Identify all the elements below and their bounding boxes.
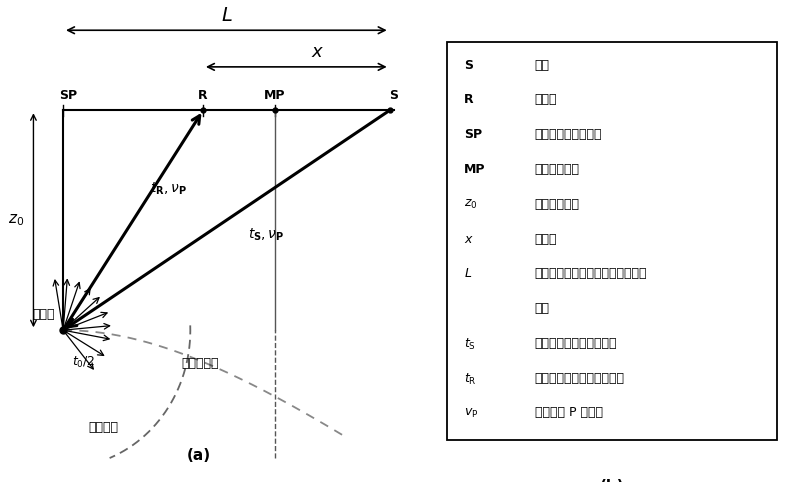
Text: R: R bbox=[464, 94, 474, 107]
Text: 接收点: 接收点 bbox=[534, 94, 557, 107]
Text: 震源到散射点的旅行时间: 震源到散射点的旅行时间 bbox=[534, 337, 617, 350]
Text: 地震散射 P 波速度: 地震散射 P 波速度 bbox=[534, 406, 602, 419]
Text: 距）: 距） bbox=[534, 302, 550, 315]
Text: SP: SP bbox=[464, 128, 482, 141]
Text: R: R bbox=[198, 89, 208, 102]
Text: MP: MP bbox=[464, 163, 486, 176]
Text: 散射点到接收点的旅行时间: 散射点到接收点的旅行时间 bbox=[534, 372, 625, 385]
Text: $t_\mathrm{R}$: $t_\mathrm{R}$ bbox=[464, 372, 477, 387]
Text: $x$: $x$ bbox=[464, 232, 474, 245]
Text: (b): (b) bbox=[600, 479, 624, 482]
Text: $z_0$: $z_0$ bbox=[464, 198, 478, 211]
Text: $L$: $L$ bbox=[221, 6, 232, 25]
Text: 炮点到散射点地面投影距离（炮散: 炮点到散射点地面投影距离（炮散 bbox=[534, 268, 647, 281]
Text: (a): (a) bbox=[186, 448, 211, 463]
Text: $z_0$: $z_0$ bbox=[8, 213, 25, 228]
Text: $t_\mathrm{S}$: $t_\mathrm{S}$ bbox=[464, 337, 476, 352]
Text: 散射双曲线: 散射双曲线 bbox=[182, 357, 219, 370]
Text: $v_\mathrm{P}$: $v_\mathrm{P}$ bbox=[464, 406, 478, 419]
Text: 散射点在地面的投影: 散射点在地面的投影 bbox=[534, 128, 602, 141]
Text: $L$: $L$ bbox=[464, 268, 472, 281]
Text: $t_\mathbf{R},\nu_\mathbf{P}$: $t_\mathbf{R},\nu_\mathbf{P}$ bbox=[150, 181, 187, 197]
Text: 散射点: 散射点 bbox=[32, 308, 54, 321]
Text: $t_\mathbf{S},\nu_\mathbf{P}$: $t_\mathbf{S},\nu_\mathbf{P}$ bbox=[247, 227, 284, 243]
Text: MP: MP bbox=[264, 89, 286, 102]
FancyBboxPatch shape bbox=[446, 41, 778, 441]
Text: 散射点视深度: 散射点视深度 bbox=[534, 198, 579, 211]
Text: $t_0/2$: $t_0/2$ bbox=[72, 355, 94, 371]
Text: 炮检距: 炮检距 bbox=[534, 232, 557, 245]
Text: S: S bbox=[390, 89, 398, 102]
Text: S: S bbox=[464, 59, 473, 72]
Text: $x$: $x$ bbox=[311, 43, 324, 61]
Text: 炮检距中心点: 炮检距中心点 bbox=[534, 163, 579, 176]
Text: 波前圆弧: 波前圆弧 bbox=[89, 421, 118, 434]
Text: 震源: 震源 bbox=[534, 59, 550, 72]
Text: SP: SP bbox=[59, 89, 77, 102]
